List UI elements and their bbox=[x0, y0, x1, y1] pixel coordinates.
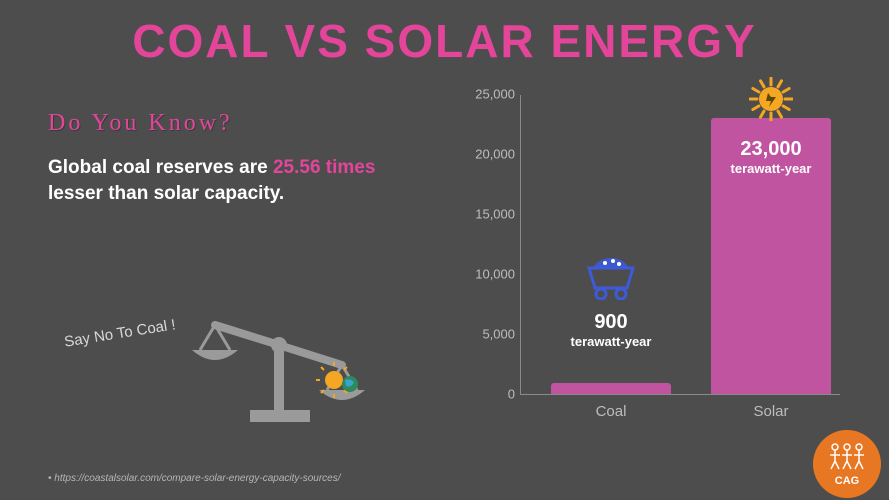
bar-value-label: 23,000terawatt-year bbox=[711, 138, 831, 176]
y-tick-label: 25,000 bbox=[461, 87, 515, 102]
fact-pre: Global coal reserves are bbox=[48, 157, 273, 178]
logo-label: CAG bbox=[825, 476, 869, 487]
coal-cart-icon bbox=[581, 254, 641, 305]
page-title: COAL VS SOLAR ENERGY bbox=[0, 0, 889, 68]
balance-scale-graphic bbox=[170, 290, 380, 430]
people-icon bbox=[825, 441, 869, 471]
left-column: Do You Know? Global coal reserves are 25… bbox=[48, 110, 428, 206]
fact-text: Global coal reserves are 25.56 times les… bbox=[48, 155, 428, 206]
y-tick-label: 5,000 bbox=[461, 327, 515, 342]
do-you-know-heading: Do You Know? bbox=[48, 110, 428, 137]
scale-icon bbox=[170, 290, 380, 430]
fact-post: lesser than solar capacity. bbox=[48, 183, 284, 204]
x-category-label: Solar bbox=[711, 403, 831, 420]
bar-chart: 05,00010,00015,00020,00025,000900terawat… bbox=[460, 95, 850, 425]
y-tick-label: 0 bbox=[461, 387, 515, 402]
source-citation: https://coastalsolar.com/compare-solar-e… bbox=[48, 473, 341, 484]
slogan-text: Say No To Coal ! bbox=[59, 316, 180, 353]
chart-plot-area: 05,00010,00015,00020,00025,000900terawat… bbox=[520, 95, 840, 395]
cag-logo: CAG bbox=[813, 430, 881, 498]
y-tick-label: 15,000 bbox=[461, 207, 515, 222]
bar-value-label: 900terawatt-year bbox=[551, 311, 671, 349]
bar-coal bbox=[551, 383, 671, 394]
fact-highlight: 25.56 times bbox=[273, 157, 375, 178]
x-category-label: Coal bbox=[551, 403, 671, 420]
y-tick-label: 20,000 bbox=[461, 147, 515, 162]
y-tick-label: 10,000 bbox=[461, 267, 515, 282]
sun-icon bbox=[749, 77, 793, 126]
